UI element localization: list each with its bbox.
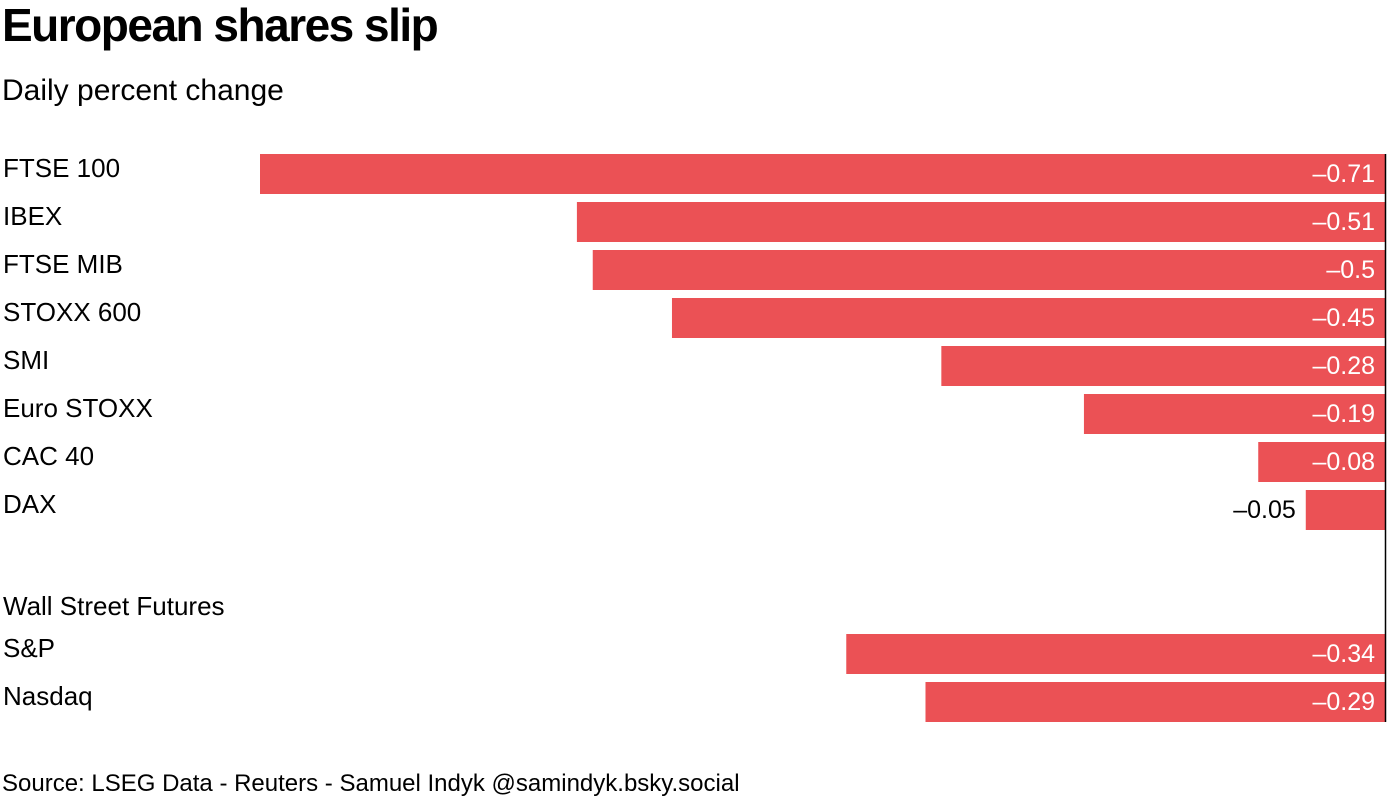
chart-subtitle: Daily percent change bbox=[2, 74, 284, 107]
bar bbox=[1305, 490, 1385, 530]
bar bbox=[592, 250, 1385, 290]
value-label: –0.08 bbox=[1312, 448, 1375, 476]
bar bbox=[260, 154, 1385, 194]
value-label: –0.29 bbox=[1312, 688, 1375, 716]
value-label: –0.71 bbox=[1312, 160, 1375, 188]
bar bbox=[576, 202, 1385, 242]
value-label: –0.51 bbox=[1312, 208, 1375, 236]
category-label: DAX bbox=[3, 489, 56, 519]
category-label: FTSE 100 bbox=[3, 153, 120, 183]
bar bbox=[925, 682, 1385, 722]
value-label: –0.5 bbox=[1326, 256, 1375, 284]
bar bbox=[1258, 442, 1385, 482]
category-label: IBEX bbox=[3, 201, 62, 231]
bar bbox=[846, 634, 1385, 674]
category-label: Euro STOXX bbox=[3, 393, 153, 423]
chart-title: European shares slip bbox=[2, 0, 439, 51]
value-label: –0.45 bbox=[1312, 304, 1375, 332]
value-label: –0.05 bbox=[1233, 496, 1296, 524]
bar bbox=[671, 298, 1385, 338]
category-label: FTSE MIB bbox=[3, 249, 123, 279]
category-label: S&P bbox=[3, 633, 55, 663]
category-label: SMI bbox=[3, 345, 49, 375]
bar bbox=[1083, 394, 1385, 434]
category-label: Nasdaq bbox=[3, 681, 93, 711]
value-label: –0.28 bbox=[1312, 352, 1375, 380]
source-note: Source: LSEG Data - Reuters - Samuel Ind… bbox=[2, 770, 740, 797]
value-label: –0.34 bbox=[1312, 640, 1375, 668]
group-label: Wall Street Futures bbox=[3, 591, 225, 621]
category-label: CAC 40 bbox=[3, 441, 94, 471]
value-label: –0.19 bbox=[1312, 400, 1375, 428]
bar bbox=[941, 346, 1385, 386]
category-label: STOXX 600 bbox=[3, 297, 141, 327]
